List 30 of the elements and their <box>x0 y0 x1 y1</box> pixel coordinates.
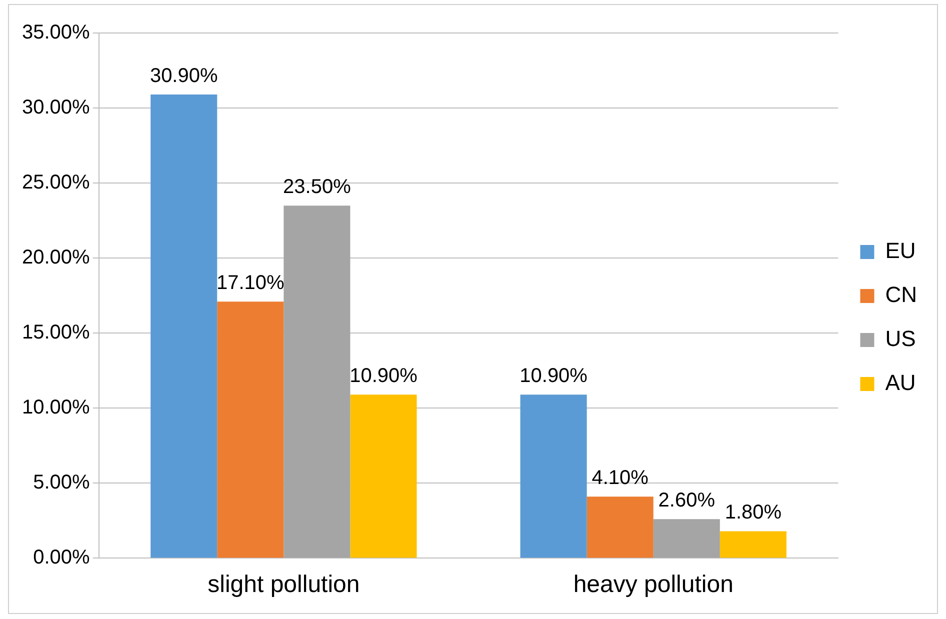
y-tick-label: 30.00% <box>22 96 90 119</box>
data-label: 2.60% <box>658 490 716 512</box>
y-tick-label: 35.00% <box>22 22 90 44</box>
legend-label: EU <box>885 238 916 264</box>
bar <box>350 394 417 558</box>
y-tick-label: 0.00% <box>33 546 90 569</box>
x-tick-label: heavy pollution <box>573 571 734 598</box>
data-label: 10.90% <box>350 365 418 388</box>
bar <box>217 302 284 558</box>
bar <box>586 496 654 558</box>
bar <box>653 519 720 558</box>
data-label: 30.90% <box>150 65 218 88</box>
legend-label: AU <box>885 370 916 396</box>
legend-label: CN <box>885 282 918 308</box>
bar <box>520 394 587 558</box>
data-label: 23.50% <box>283 176 352 198</box>
bar <box>150 94 218 558</box>
bar <box>284 206 350 558</box>
bar <box>720 531 786 558</box>
legend-label: US <box>885 326 916 352</box>
data-label: 1.80% <box>724 502 782 524</box>
x-tick-label: slight pollution <box>208 571 360 598</box>
y-tick-label: 10.00% <box>22 396 90 419</box>
y-tick-label: 5.00% <box>33 472 90 494</box>
y-tick-label: 20.00% <box>22 246 90 269</box>
data-label: 4.10% <box>592 467 649 490</box>
y-tick-label: 25.00% <box>22 172 90 194</box>
data-label: 17.10% <box>216 272 285 294</box>
data-label: 10.90% <box>520 365 588 388</box>
y-tick-label: 15.00% <box>22 322 90 344</box>
